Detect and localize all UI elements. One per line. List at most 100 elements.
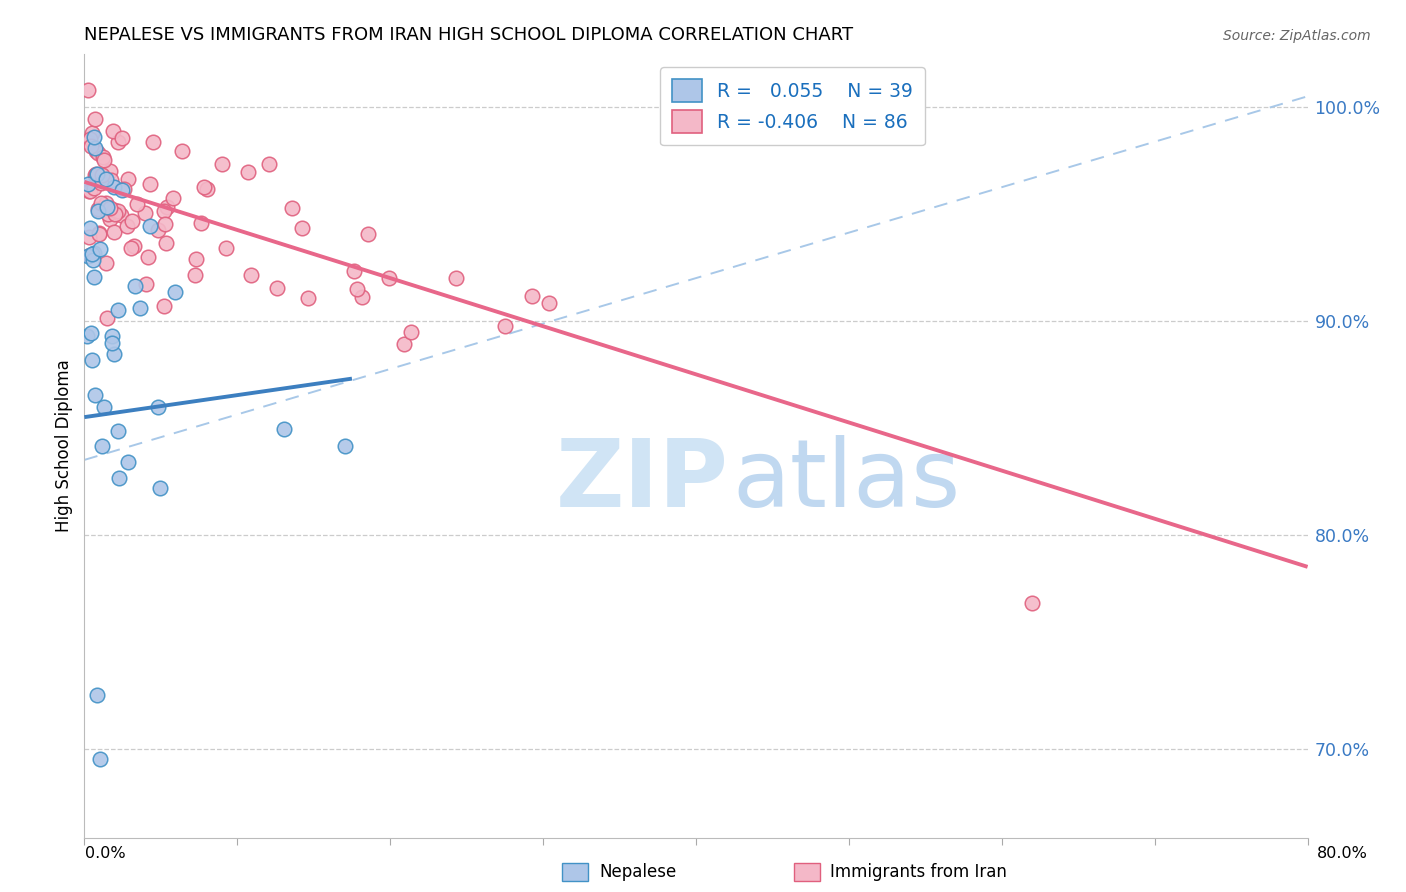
Point [83, 169, 105, 183]
Point [93, 401, 115, 415]
Point [520, 289, 543, 303]
Point [103, 346, 125, 360]
Point [84, 141, 107, 155]
Point [96, 172, 118, 186]
Point [83, 112, 105, 126]
Point [153, 300, 176, 314]
Point [76, 249, 98, 263]
Text: 0.0%: 0.0% [86, 847, 125, 861]
Point [494, 318, 516, 333]
Point [98, 163, 121, 178]
Point [87, 203, 110, 218]
Point [401, 325, 423, 339]
Point [93, 173, 115, 187]
Point [356, 227, 378, 242]
Point [110, 208, 132, 222]
Point [1021, 596, 1043, 610]
Point [86, 144, 108, 158]
Point [79, 229, 101, 244]
Point [291, 221, 314, 235]
Point [96, 311, 118, 326]
Point [90, 169, 112, 183]
Text: Source: ZipAtlas.com: Source: ZipAtlas.com [1223, 29, 1371, 43]
Point [352, 290, 374, 304]
Point [80, 126, 103, 140]
Point [80, 352, 103, 367]
Point [215, 241, 238, 255]
Point [343, 263, 366, 277]
Point [79, 221, 101, 235]
Point [107, 203, 129, 218]
Point [80, 326, 103, 340]
Point [156, 200, 179, 214]
Point [193, 180, 215, 194]
Point [98, 212, 121, 227]
Point [239, 268, 262, 282]
Point [107, 425, 129, 439]
Point [97, 207, 120, 221]
Point [184, 268, 207, 283]
Point [146, 223, 169, 237]
Point [537, 296, 560, 310]
Point [121, 214, 143, 228]
Point [297, 291, 319, 305]
Point [103, 179, 125, 194]
Text: 80.0%: 80.0% [1317, 847, 1368, 861]
Point [93, 153, 115, 168]
Point [100, 329, 122, 343]
Point [91, 150, 114, 164]
Point [135, 277, 157, 292]
Point [86, 202, 108, 216]
Point [83, 130, 105, 145]
Point [111, 131, 134, 145]
Point [211, 157, 233, 171]
Point [346, 282, 368, 296]
Point [96, 200, 118, 214]
Point [190, 216, 212, 230]
Point [80, 246, 103, 260]
Point [186, 252, 208, 266]
Point [107, 135, 129, 149]
Point [195, 181, 218, 195]
Point [148, 401, 170, 415]
Point [83, 388, 105, 402]
Point [117, 171, 139, 186]
Legend: R =   0.055    N = 39, R = -0.406    N = 86: R = 0.055 N = 39, R = -0.406 N = 86 [659, 67, 925, 145]
Point [134, 206, 156, 220]
Point [76, 177, 98, 191]
Point [107, 303, 129, 318]
Point [77, 135, 100, 149]
Point [79, 184, 101, 198]
Point [90, 196, 112, 211]
Point [82, 253, 104, 268]
Point [80, 138, 103, 153]
Point [89, 242, 111, 256]
Point [153, 217, 176, 231]
Point [76, 329, 98, 343]
Point [98, 201, 121, 215]
Point [163, 285, 186, 300]
Point [129, 301, 152, 316]
Point [103, 123, 125, 137]
Text: Immigrants from Iran: Immigrants from Iran [830, 863, 1007, 881]
Point [89, 752, 111, 766]
Point [87, 226, 110, 240]
Point [104, 207, 127, 221]
Point [125, 196, 148, 211]
Point [120, 241, 142, 255]
Text: Nepalese: Nepalese [599, 863, 676, 881]
Point [112, 181, 135, 195]
Point [103, 202, 125, 217]
Point [83, 181, 105, 195]
Point [86, 688, 108, 702]
Point [79, 132, 101, 146]
Point [86, 167, 108, 181]
Point [108, 471, 131, 485]
Point [103, 226, 125, 240]
Point [89, 227, 111, 241]
Text: NEPALESE VS IMMIGRANTS FROM IRAN HIGH SCHOOL DIPLOMA CORRELATION CHART: NEPALESE VS IMMIGRANTS FROM IRAN HIGH SC… [84, 26, 853, 44]
Point [91, 439, 114, 453]
Text: ZIP: ZIP [555, 435, 728, 527]
Point [83, 245, 105, 260]
Text: atlas: atlas [733, 435, 960, 527]
